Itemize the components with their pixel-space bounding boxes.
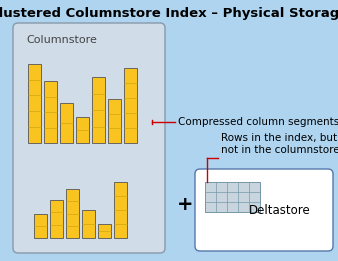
Text: Rows in the index, but
not in the columnstore: Rows in the index, but not in the column…	[221, 133, 338, 155]
Bar	[205, 182, 260, 212]
Text: Clustered Columnstore Index – Physical Storage: Clustered Columnstore Index – Physical S…	[0, 8, 338, 21]
Text: Columnstore: Columnstore	[26, 35, 97, 45]
Bar	[60, 103, 73, 143]
Bar	[82, 210, 95, 238]
Bar	[114, 182, 127, 238]
Bar	[98, 224, 111, 238]
FancyBboxPatch shape	[195, 169, 333, 251]
Bar	[92, 77, 105, 143]
Bar	[44, 81, 57, 143]
Bar	[124, 68, 137, 143]
Bar	[66, 189, 79, 238]
Text: Deltastore: Deltastore	[248, 204, 310, 217]
Bar	[34, 213, 47, 238]
Text: Compressed column segments: Compressed column segments	[178, 117, 338, 127]
Bar	[108, 99, 121, 143]
Bar	[28, 64, 41, 143]
Bar	[76, 117, 89, 143]
Bar	[50, 199, 63, 238]
FancyBboxPatch shape	[13, 23, 165, 253]
Text: +: +	[177, 195, 193, 215]
